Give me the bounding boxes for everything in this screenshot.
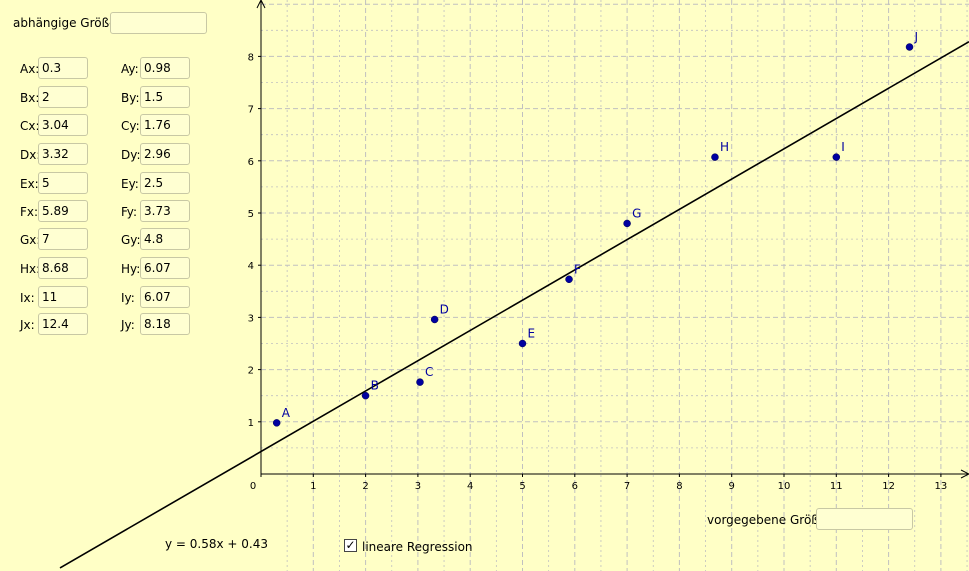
dependent-variable-input[interactable] xyxy=(110,12,207,34)
point-b-x-input[interactable] xyxy=(38,86,88,108)
x-tick-label: 2 xyxy=(362,481,368,492)
point-i-y-label: Iy: xyxy=(121,291,135,305)
axes xyxy=(256,0,969,479)
point-label-i: I xyxy=(841,140,845,154)
y-tick-label: 2 xyxy=(248,366,254,377)
point-e-x-label: Ex: xyxy=(20,177,39,191)
point-f-x-input[interactable] xyxy=(38,200,88,222)
y-tick-label: 8 xyxy=(248,52,254,63)
point-h[interactable] xyxy=(711,153,719,161)
point-h-x-input[interactable] xyxy=(38,257,88,279)
point-label-g: G xyxy=(632,206,641,220)
point-h-x-label: Hx: xyxy=(20,262,41,276)
point-c-y-input[interactable] xyxy=(140,114,190,136)
point-g-x-label: Gx: xyxy=(20,233,41,247)
dependent-variable-label: abhängige Größe: xyxy=(13,16,121,30)
point-g-y-input[interactable] xyxy=(140,228,190,250)
y-tick-label: 7 xyxy=(248,105,254,116)
x-tick-label: 6 xyxy=(572,481,578,492)
regression-line[interactable] xyxy=(59,41,969,569)
point-h-y-input[interactable] xyxy=(140,257,190,279)
point-c-x-label: Cx: xyxy=(20,119,40,133)
point-e-y-label: Ey: xyxy=(121,177,139,191)
point-label-j: J xyxy=(914,30,919,44)
point-a-x-input[interactable] xyxy=(38,57,88,79)
point-c-y-label: Cy: xyxy=(121,119,140,133)
y-tick-label: 5 xyxy=(248,209,254,220)
point-h-y-label: Hy: xyxy=(121,262,141,276)
point-label-f: F xyxy=(574,262,581,276)
check-icon: ✓ xyxy=(345,538,356,552)
point-i[interactable] xyxy=(832,153,841,161)
point-b-y-input[interactable] xyxy=(140,86,190,108)
point-d-y-label: Dy: xyxy=(121,148,141,162)
x-tick-label: 3 xyxy=(415,481,421,492)
point-d-x-label: Dx: xyxy=(20,148,41,162)
point-label-d: D xyxy=(440,302,449,316)
point-label-e: E xyxy=(528,327,536,341)
y-axis-arrow xyxy=(256,0,266,9)
point-j-y-input[interactable] xyxy=(140,313,190,335)
regression-line-group xyxy=(59,41,969,569)
point-d[interactable] xyxy=(430,315,439,324)
point-label-c: C xyxy=(425,365,433,379)
x-tick-label: 9 xyxy=(729,481,735,492)
x-tick-label: 10 xyxy=(778,481,791,492)
points[interactable]: A B C D E F G H I J xyxy=(272,30,919,427)
point-c-x-input[interactable] xyxy=(38,114,88,136)
point-b-y-label: By: xyxy=(121,91,140,105)
point-j[interactable] xyxy=(905,43,914,51)
x-tick-label: 7 xyxy=(624,481,630,492)
point-f[interactable] xyxy=(565,275,573,284)
point-a[interactable] xyxy=(272,419,281,427)
point-g-x-input[interactable] xyxy=(38,228,88,250)
point-i-x-label: Ix: xyxy=(20,291,35,305)
point-f-x-label: Fx: xyxy=(20,205,39,219)
given-variable-input[interactable] xyxy=(816,508,913,530)
point-d-y-input[interactable] xyxy=(140,143,190,165)
point-d-x-input[interactable] xyxy=(38,143,88,165)
point-i-y-input[interactable] xyxy=(140,286,190,308)
regression-checkbox-label[interactable]: lineare Regression xyxy=(362,540,473,554)
point-f-y-input[interactable] xyxy=(140,200,190,222)
point-i-x-input[interactable] xyxy=(38,286,88,308)
point-e-x-input[interactable] xyxy=(38,172,88,194)
y-tick-label: 4 xyxy=(248,261,254,272)
x-tick-label: 13 xyxy=(935,481,948,492)
point-label-h: H xyxy=(720,140,729,154)
given-variable-label: vorgegebene Größe: xyxy=(707,513,831,527)
point-label-b: B xyxy=(371,379,379,393)
point-a-y-label: Ay: xyxy=(121,62,139,76)
point-b-x-label: Bx: xyxy=(20,91,40,105)
x-tick-label: 1 xyxy=(310,481,316,492)
x-tick-label: 11 xyxy=(830,481,843,492)
x-axis-arrow xyxy=(960,469,969,479)
x-tick-label: 5 xyxy=(519,481,525,492)
point-j-y-label: Jy: xyxy=(121,318,135,332)
y-tick-label: 1 xyxy=(248,418,254,429)
point-e-y-input[interactable] xyxy=(140,172,190,194)
x-tick-label: 8 xyxy=(676,481,682,492)
regression-checkbox[interactable]: ✓ xyxy=(344,539,357,552)
point-j-x-input[interactable] xyxy=(38,313,88,335)
point-g-y-label: Gy: xyxy=(121,233,141,247)
point-c[interactable] xyxy=(416,378,424,386)
point-g[interactable] xyxy=(623,219,631,228)
point-e[interactable] xyxy=(518,339,527,348)
y-tick-label: 6 xyxy=(248,157,254,168)
point-b[interactable] xyxy=(361,391,370,400)
point-j-x-label: Jx: xyxy=(20,318,35,332)
point-a-y-input[interactable] xyxy=(140,57,190,79)
x-tick-label: 12 xyxy=(882,481,895,492)
y-tick-label: 3 xyxy=(248,313,254,324)
point-f-y-label: Fy: xyxy=(121,205,138,219)
x-tick-label: 0 xyxy=(250,481,256,492)
point-label-a: A xyxy=(282,406,291,420)
point-a-x-label: Ax: xyxy=(20,62,40,76)
regression-equation: y = 0.58x + 0.43 xyxy=(165,537,269,551)
x-tick-label: 4 xyxy=(467,481,473,492)
